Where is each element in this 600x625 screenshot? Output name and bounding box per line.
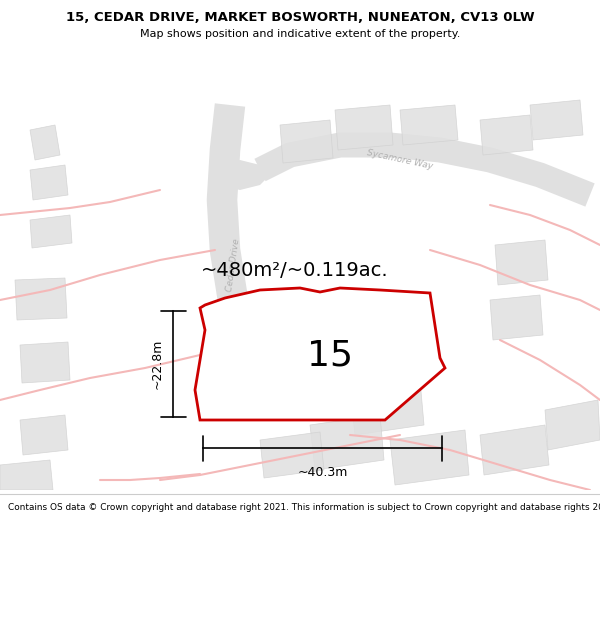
Text: ~22.8m: ~22.8m [151, 339, 163, 389]
Polygon shape [15, 278, 67, 320]
Text: 15: 15 [307, 338, 353, 372]
Polygon shape [390, 430, 469, 485]
Text: 15, CEDAR DRIVE, MARKET BOSWORTH, NUNEATON, CV13 0LW: 15, CEDAR DRIVE, MARKET BOSWORTH, NUNEAT… [65, 11, 535, 24]
Text: ~480m²/~0.119ac.: ~480m²/~0.119ac. [201, 261, 389, 279]
Polygon shape [0, 460, 53, 490]
Polygon shape [545, 400, 600, 450]
Polygon shape [30, 215, 72, 248]
Polygon shape [480, 115, 533, 155]
Text: ~40.3m: ~40.3m [298, 466, 347, 479]
Polygon shape [30, 125, 60, 160]
Polygon shape [20, 415, 68, 455]
Polygon shape [400, 105, 458, 145]
Polygon shape [30, 165, 68, 200]
Polygon shape [260, 432, 324, 478]
Text: Sycamore Way: Sycamore Way [366, 149, 434, 171]
Polygon shape [530, 100, 583, 140]
Polygon shape [490, 295, 543, 340]
Polygon shape [480, 425, 549, 475]
Text: Contains OS data © Crown copyright and database right 2021. This information is : Contains OS data © Crown copyright and d… [8, 504, 600, 512]
Polygon shape [195, 288, 445, 420]
Polygon shape [335, 105, 393, 150]
Polygon shape [350, 380, 424, 435]
Polygon shape [280, 120, 333, 163]
Text: Map shows position and indicative extent of the property.: Map shows position and indicative extent… [140, 29, 460, 39]
Polygon shape [215, 160, 270, 190]
Text: Cedar Drive: Cedar Drive [225, 238, 241, 292]
Polygon shape [20, 342, 70, 383]
Polygon shape [310, 415, 384, 470]
Polygon shape [495, 240, 548, 285]
